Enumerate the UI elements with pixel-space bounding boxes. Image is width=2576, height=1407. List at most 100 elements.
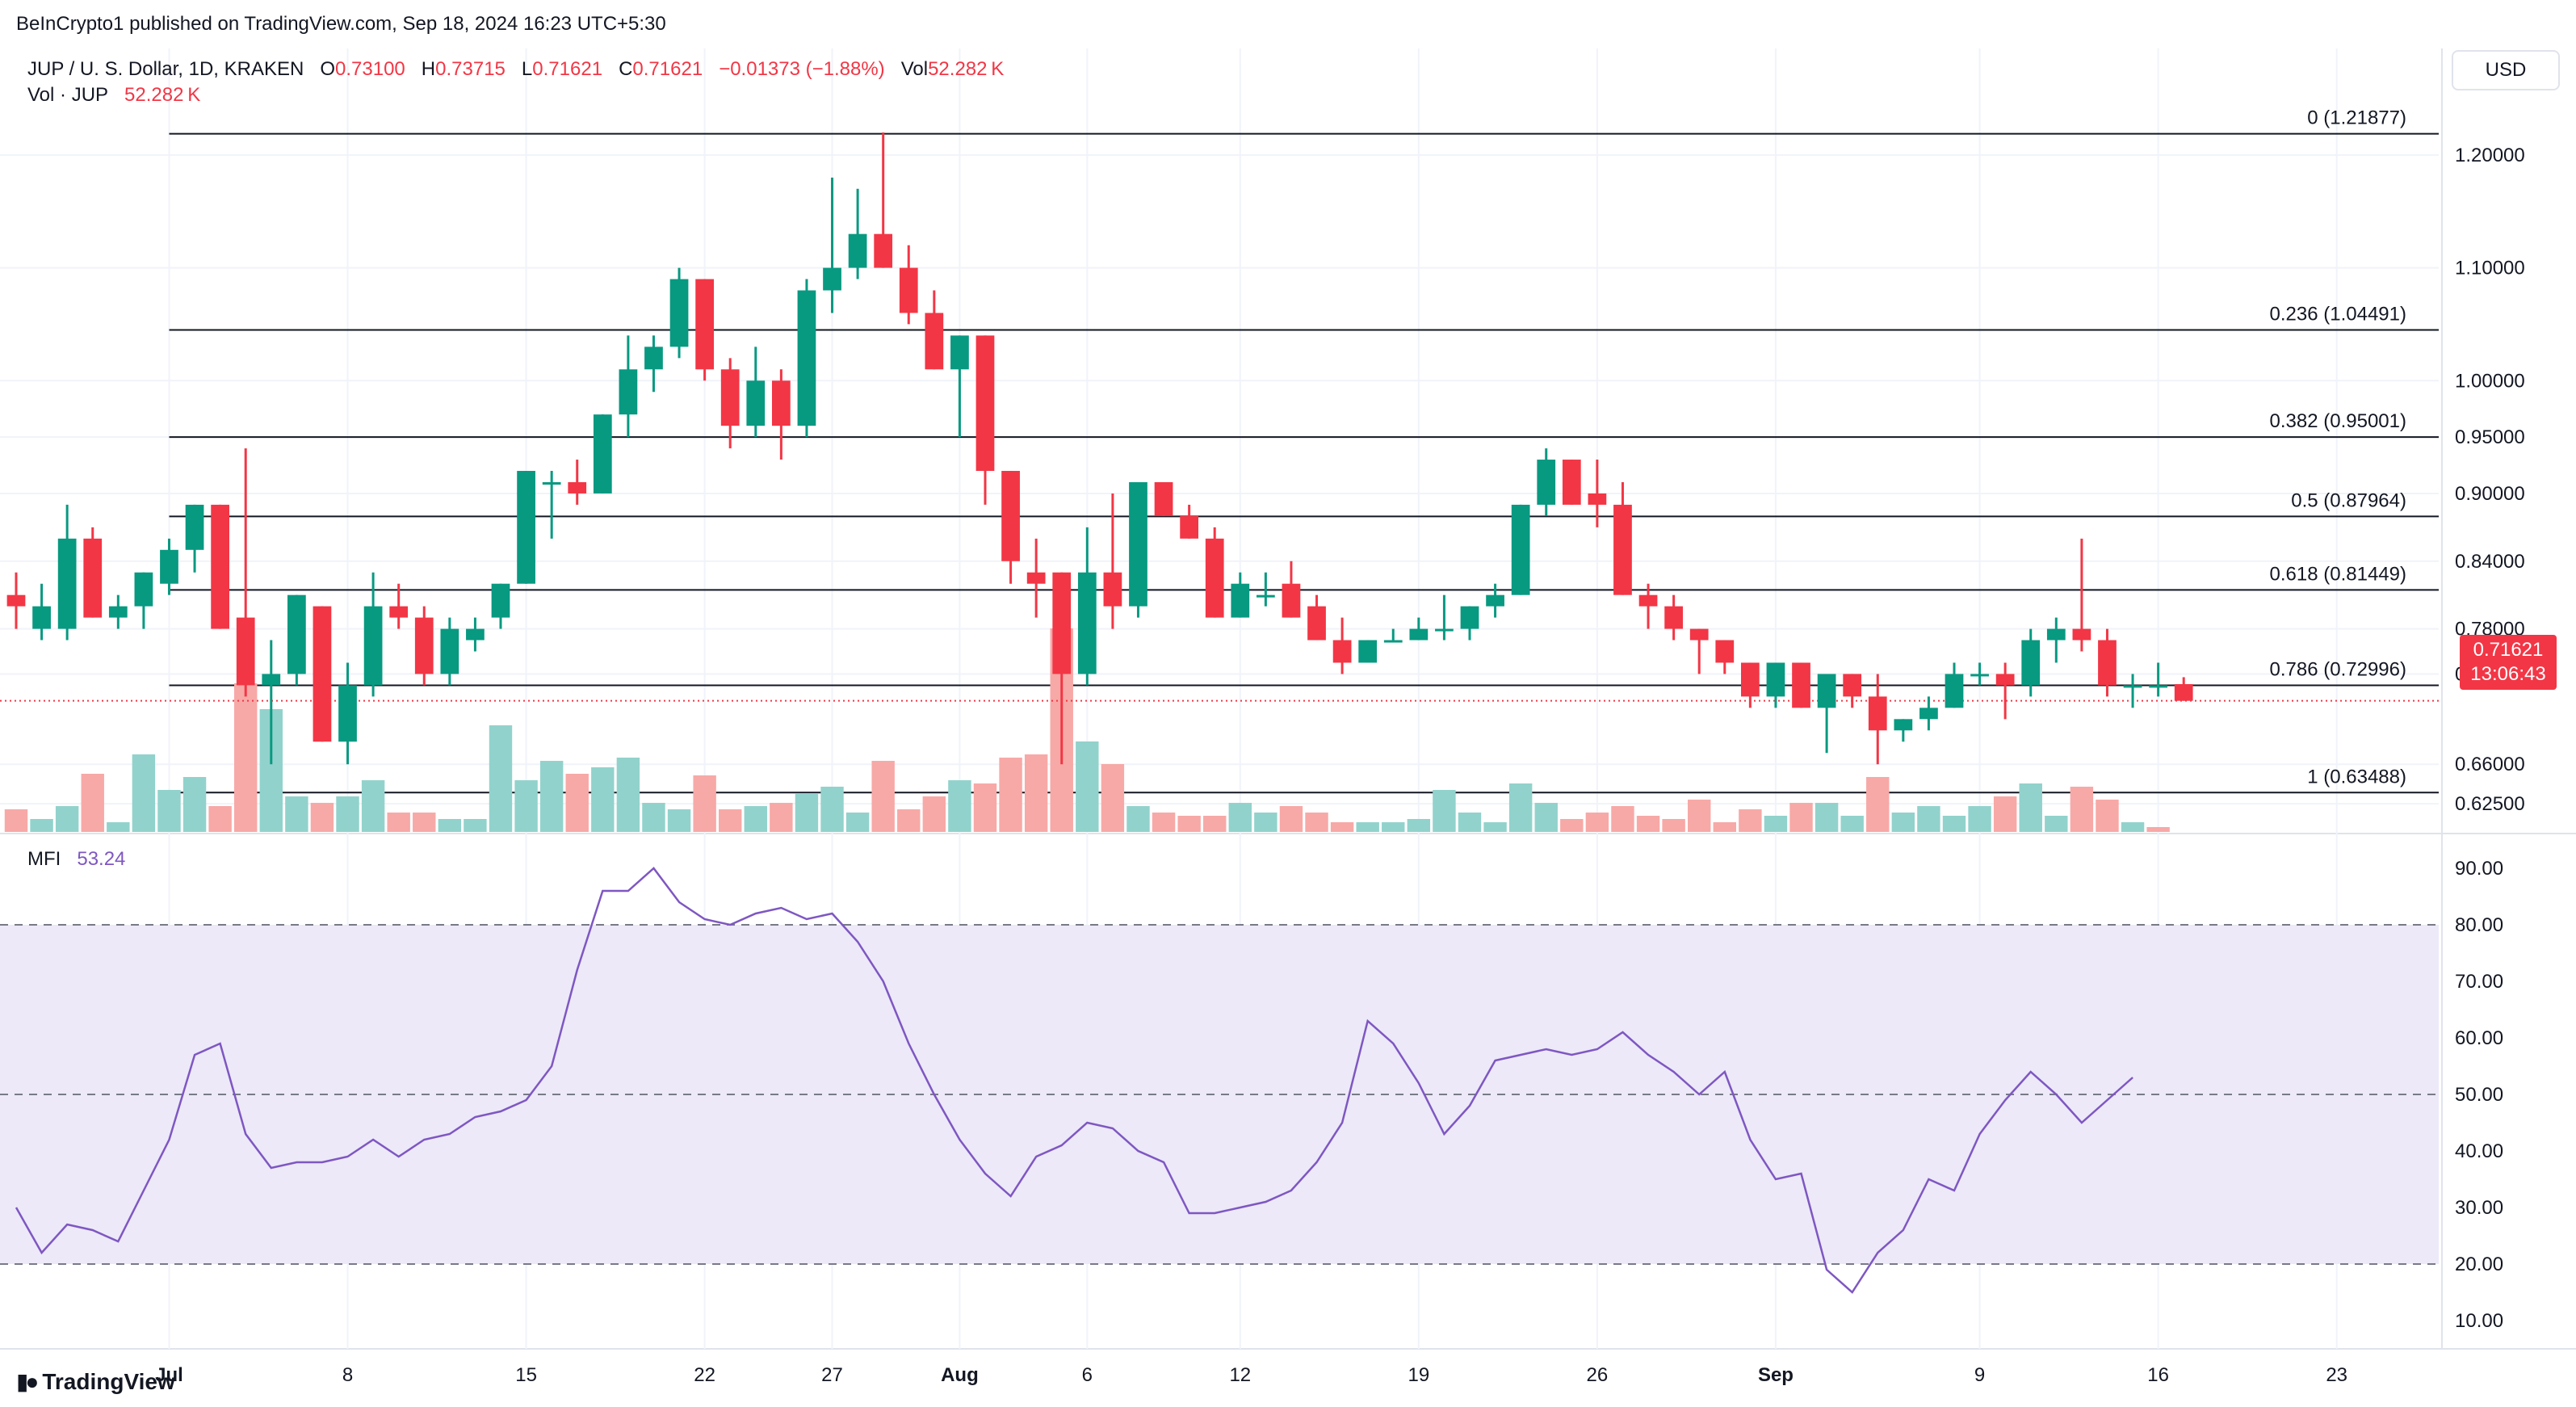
fib-level-label: 0.618 (0.81449) bbox=[2270, 563, 2406, 585]
candle-body bbox=[848, 233, 867, 268]
volume-bar bbox=[1177, 816, 1201, 832]
candle-body bbox=[1843, 674, 1862, 697]
candle-body bbox=[1638, 594, 1658, 607]
fib-level-label: 0.5 (0.87964) bbox=[2291, 489, 2406, 511]
time-axis-tick: 16 bbox=[2147, 1364, 2169, 1386]
time-axis-tick: Sep bbox=[1758, 1364, 1794, 1386]
candle-body bbox=[1486, 594, 1504, 607]
candle-body bbox=[414, 617, 434, 674]
volume-bar bbox=[1534, 803, 1558, 832]
mfi-axis-tick: 90.00 bbox=[2455, 858, 2503, 880]
volume-bar bbox=[1815, 803, 1839, 832]
candle-body bbox=[925, 313, 944, 370]
candle-body bbox=[1103, 572, 1122, 607]
candle-body bbox=[542, 481, 561, 485]
candle-body bbox=[1435, 628, 1454, 632]
time-axis-tick: Jul bbox=[155, 1364, 183, 1386]
volume-bar bbox=[1382, 822, 1405, 832]
price-axis-tick: 1.20000 bbox=[2455, 145, 2525, 166]
volume-bar bbox=[1126, 806, 1150, 832]
volume-bar bbox=[1713, 822, 1736, 832]
tradingview-logo-icon: ▮● bbox=[16, 1369, 39, 1394]
candle-body bbox=[313, 606, 332, 742]
candle-body bbox=[1741, 662, 1760, 697]
candle-body bbox=[669, 279, 689, 347]
fib-level-label: 0.786 (0.72996) bbox=[2270, 658, 2406, 680]
candle-body bbox=[6, 594, 26, 607]
volume-bar bbox=[1458, 813, 1482, 832]
volume-bar bbox=[81, 774, 104, 832]
tradingview-logo[interactable]: ▮● TradingView bbox=[16, 1368, 175, 1395]
candle-body bbox=[2174, 684, 2193, 701]
candle-body bbox=[1154, 481, 1173, 516]
high-value: 0.73715 bbox=[435, 58, 506, 80]
candle-body bbox=[1868, 696, 1887, 731]
candle-body bbox=[57, 538, 77, 629]
time-axis-tick: 15 bbox=[515, 1364, 537, 1386]
volume-bar bbox=[1433, 790, 1456, 832]
volume-bar bbox=[2019, 783, 2042, 832]
candle-body bbox=[899, 267, 918, 313]
candle-body bbox=[1257, 594, 1275, 598]
candle-body bbox=[746, 380, 766, 426]
volume-bar bbox=[719, 809, 742, 832]
volume-bar bbox=[565, 774, 589, 832]
volume-bar bbox=[2045, 816, 2068, 832]
candle-body bbox=[568, 481, 587, 494]
volume-bar bbox=[413, 813, 436, 832]
volume-bar bbox=[1636, 816, 1660, 832]
candle-body bbox=[1588, 493, 1607, 505]
price-axis-tick: 1.00000 bbox=[2455, 370, 2525, 392]
candle-body bbox=[1129, 481, 1147, 607]
volume-bar bbox=[1917, 806, 1940, 832]
candle-body bbox=[1511, 504, 1530, 595]
volume-bar bbox=[1968, 806, 1991, 832]
volume-bar bbox=[693, 775, 716, 832]
volume-bar bbox=[770, 803, 793, 832]
candle-body bbox=[1358, 640, 1378, 663]
candle-body bbox=[1970, 674, 1989, 677]
candle-body bbox=[1077, 572, 1097, 674]
volume-bar bbox=[489, 725, 513, 832]
candle-body bbox=[823, 267, 841, 291]
volume-bar bbox=[948, 780, 971, 832]
candle-body bbox=[1282, 583, 1301, 618]
candle-body bbox=[108, 606, 128, 618]
time-axis-tick: 22 bbox=[694, 1364, 715, 1386]
price-axis-tick: 0.62500 bbox=[2455, 793, 2525, 815]
candle-body bbox=[1613, 504, 1632, 595]
symbol-name[interactable]: JUP / U. S. Dollar, 1D, KRAKEN bbox=[27, 58, 304, 80]
candle-body bbox=[1460, 606, 1479, 629]
price-axis-tick: 0.90000 bbox=[2455, 483, 2525, 505]
candle-body bbox=[1180, 515, 1198, 539]
candle-body bbox=[1919, 708, 1938, 720]
volume-bar bbox=[973, 783, 997, 832]
volume-bar bbox=[2121, 822, 2145, 832]
candle-body bbox=[466, 628, 485, 640]
volume-bar bbox=[667, 809, 691, 832]
volume-bar bbox=[30, 819, 53, 832]
mfi-label[interactable]: MFI bbox=[27, 848, 61, 870]
volume-bar bbox=[310, 803, 334, 832]
volume-bar bbox=[1203, 816, 1227, 832]
candle-body bbox=[83, 538, 103, 618]
mfi-axis-tick: 10.00 bbox=[2455, 1310, 2503, 1332]
price-axis-tick: 0.66000 bbox=[2455, 754, 2525, 775]
open-label: O bbox=[320, 58, 336, 80]
mfi-axis-tick: 30.00 bbox=[2455, 1197, 2503, 1219]
volume-bar bbox=[1101, 764, 1125, 832]
price-axis-tick: 0.95000 bbox=[2455, 426, 2525, 448]
mfi-legend: MFI 53.24 bbox=[27, 848, 125, 871]
volume-series-label[interactable]: Vol · JUP bbox=[27, 84, 109, 106]
candle-body bbox=[619, 369, 638, 415]
currency-selector[interactable]: USD bbox=[2452, 50, 2560, 90]
fib-level-label: 1 (0.63488) bbox=[2307, 766, 2406, 788]
candle-body bbox=[1537, 460, 1556, 505]
mfi-axis-tick: 80.00 bbox=[2455, 914, 2503, 936]
volume-bar bbox=[1483, 822, 1507, 832]
volume-series-value: 52.282 K bbox=[124, 84, 201, 106]
vol-value: 52.282 K bbox=[928, 58, 1005, 80]
volume-bar bbox=[285, 796, 308, 832]
candle-body bbox=[874, 233, 893, 268]
